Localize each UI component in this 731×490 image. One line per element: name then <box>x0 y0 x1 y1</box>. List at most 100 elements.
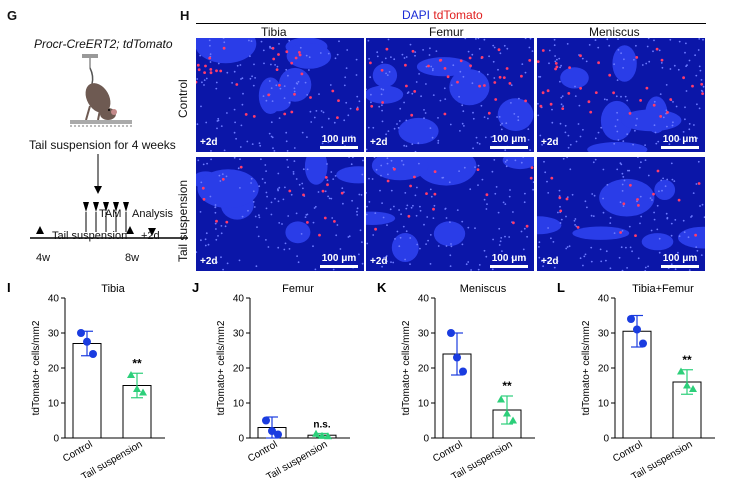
scale-bar: 100 μm <box>490 134 528 149</box>
chart-l: L Tibia+Femur 0 10 20 30 40 tdTomato+ cells/mm2… <box>557 280 715 478</box>
chart-title: Tibia+Femur <box>632 283 694 295</box>
time-tag: +2d <box>200 137 218 148</box>
time-tag: +2d <box>541 256 559 267</box>
y-tick-label: 0 <box>603 434 609 445</box>
column-label-femur: Femur <box>429 25 464 39</box>
y-tick-label: 10 <box>598 399 610 410</box>
column-label-meniscus: Meniscus <box>589 25 640 39</box>
data-point <box>83 337 91 346</box>
scale-bar-label: 100 μm <box>491 253 527 264</box>
panel-label: J <box>192 280 199 295</box>
data-point <box>677 367 685 375</box>
data-point <box>312 429 320 437</box>
micrograph-femur-control: +2d 100 μm <box>366 38 534 152</box>
time-tag: +2d <box>200 256 218 267</box>
y-axis-label: tdTomato+ cells/mm2 <box>581 320 592 415</box>
significance-label: ** <box>682 353 692 367</box>
data-point <box>133 385 141 392</box>
data-point <box>627 315 635 323</box>
panel-label: I <box>7 280 11 295</box>
genotype-label: Procr-CreERT2; tdTomato <box>34 37 173 51</box>
data-point <box>509 416 517 424</box>
scale-bar: 100 μm <box>490 253 528 268</box>
micrograph-tibia-tail-suspension: +2d 100 μm <box>196 157 364 271</box>
chart-k: K Meniscus 0 10 20 30 40 tdTomato+ cells/mm2 Con… <box>377 280 535 478</box>
y-tick-label: 10 <box>233 399 245 410</box>
micrograph-femur-tail-suspension: +2d 100 μm <box>366 157 534 271</box>
scale-bar-label: 100 μm <box>662 253 698 264</box>
data-point <box>633 325 641 334</box>
y-tick-label: 0 <box>238 434 244 445</box>
timeline-diagram <box>30 154 188 239</box>
y-tick-label: 40 <box>233 294 245 305</box>
y-axis-label: tdTomato+ cells/mm2 <box>216 320 227 415</box>
data-point <box>453 353 461 362</box>
column-label-tibia: Tibia <box>261 25 287 39</box>
y-tick-label: 0 <box>423 434 429 445</box>
y-tick-label: 10 <box>48 399 60 410</box>
week8-label: 8w <box>125 252 140 264</box>
y-tick-label: 20 <box>233 364 245 375</box>
chart-i: I Tibia 0 10 20 30 40 tdTomato+ cells/mm2 Contro… <box>7 280 165 478</box>
scale-bar-line <box>320 265 358 268</box>
data-point <box>262 416 270 425</box>
scale-bar: 100 μm <box>320 253 358 268</box>
data-point <box>447 329 455 337</box>
y-tick-label: 20 <box>418 364 430 375</box>
y-tick-label: 30 <box>233 329 245 340</box>
data-point <box>459 367 467 376</box>
stain-legend: DAPI tdTomato <box>402 8 483 22</box>
chart-title: Meniscus <box>460 283 507 295</box>
data-point <box>268 427 276 435</box>
tdtomato-label: tdTomato <box>433 8 483 22</box>
data-point <box>503 409 511 417</box>
category-label: Control <box>246 439 279 465</box>
scale-bar-label: 100 μm <box>321 253 357 264</box>
tam-label: TAM <box>99 208 122 220</box>
significance-label: ** <box>502 379 512 393</box>
micrograph-meniscus-control: +2d 100 μm <box>537 38 705 152</box>
category-label: Control <box>431 439 464 465</box>
panel-label: K <box>377 280 387 295</box>
data-point <box>77 329 85 337</box>
y-tick-label: 30 <box>598 329 610 340</box>
scale-bar: 100 μm <box>661 253 699 268</box>
panel-label: L <box>557 280 565 295</box>
bar-0 <box>72 343 102 439</box>
scale-bar-line <box>490 265 528 268</box>
row-label-tail-suspension: Tail suspension <box>176 179 190 262</box>
y-tick-label: 20 <box>48 364 60 375</box>
data-point <box>683 381 691 389</box>
y-tick-label: 20 <box>598 364 610 375</box>
chart-j: J Femur 0 10 20 30 40 tdTomato+ cells/mm2 Contro… <box>192 280 350 478</box>
scale-bar-line <box>661 265 699 268</box>
data-point <box>127 371 135 378</box>
bar-0 <box>622 330 652 439</box>
y-tick-label: 30 <box>48 329 60 340</box>
dapi-label: DAPI <box>402 8 431 22</box>
plus2d-timeline-label: +2d <box>141 230 160 242</box>
scale-bar: 100 μm <box>320 134 358 149</box>
analysis-label: Analysis <box>132 208 173 220</box>
category-label: Control <box>611 439 644 465</box>
treatment-label: Tail suspension for 4 weeks <box>29 138 176 152</box>
chart-title: Tibia <box>101 283 125 295</box>
time-tag: +2d <box>370 137 388 148</box>
scale-bar-label: 100 μm <box>662 134 698 145</box>
scale-bar-line <box>661 146 699 149</box>
significance-label: ** <box>132 356 142 370</box>
data-point <box>274 430 282 439</box>
y-tick-label: 40 <box>48 294 60 305</box>
scale-bar: 100 μm <box>661 134 699 149</box>
panel-label-g: G <box>7 8 18 23</box>
time-tag: +2d <box>370 256 388 267</box>
scale-bar-label: 100 μm <box>321 134 357 145</box>
row-label-control: Control <box>176 79 190 118</box>
data-point <box>639 339 647 348</box>
panel-label-h: H <box>180 8 190 23</box>
y-tick-label: 30 <box>418 329 430 340</box>
scale-bar-line <box>490 146 528 149</box>
time-tag: +2d <box>541 137 559 148</box>
data-point <box>689 385 697 392</box>
chart-title: Femur <box>282 283 314 295</box>
